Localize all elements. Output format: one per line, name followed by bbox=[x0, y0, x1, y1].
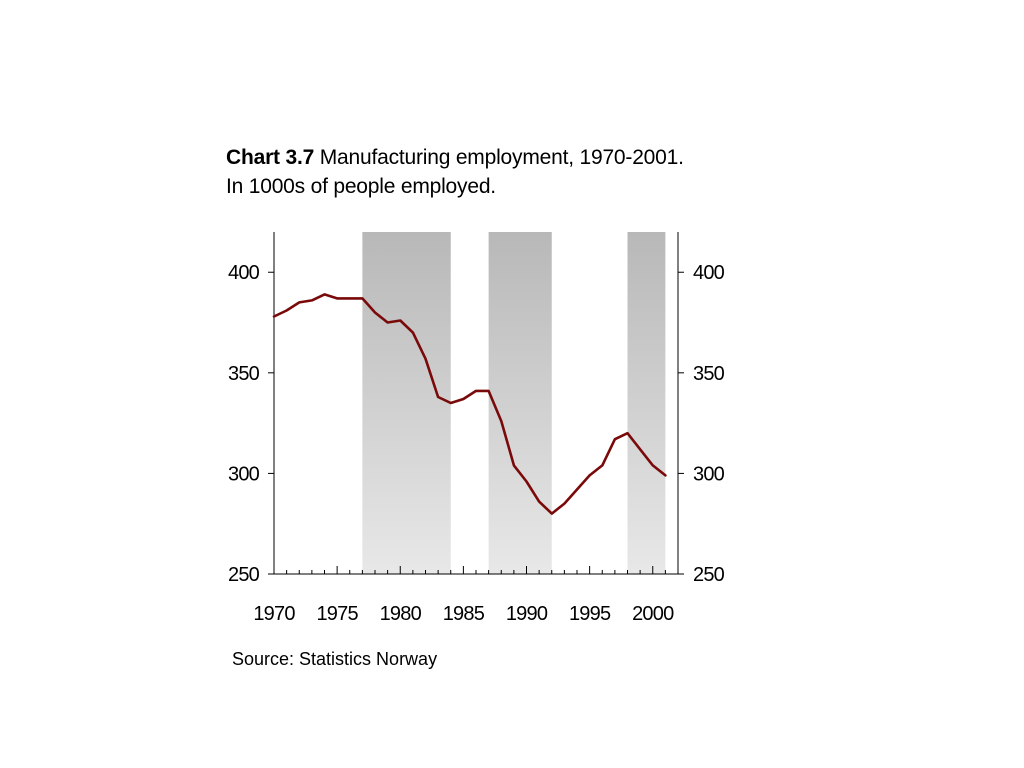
shaded-period-3 bbox=[627, 232, 666, 574]
y-tick-label-left: 350 bbox=[228, 363, 260, 385]
y-tick-label-right: 300 bbox=[693, 463, 725, 485]
y-tick-label-left: 300 bbox=[228, 463, 260, 485]
y-tick-label-right: 250 bbox=[693, 564, 725, 586]
y-tick-label-right: 350 bbox=[693, 363, 725, 385]
x-tick-label: 1975 bbox=[316, 603, 358, 625]
shaded-period-1 bbox=[362, 232, 451, 574]
chart-subtitle: In 1000s of people employed. bbox=[226, 175, 496, 198]
y-tick-label-left: 250 bbox=[228, 564, 260, 586]
chart-title: Chart 3.7 Manufacturing employment, 1970… bbox=[226, 143, 684, 172]
shaded-period-2 bbox=[488, 232, 552, 574]
x-tick-label: 2000 bbox=[632, 603, 674, 625]
x-tick-label: 1970 bbox=[253, 603, 295, 625]
source-note: Source: Statistics Norway bbox=[232, 649, 438, 669]
series-line-1 bbox=[272, 293, 667, 515]
x-tick-label: 1990 bbox=[506, 603, 548, 625]
y-tick-label-left: 400 bbox=[228, 262, 260, 284]
x-tick-label: 1980 bbox=[380, 603, 422, 625]
y-tick-label-right: 400 bbox=[693, 262, 725, 284]
chart-title-text: Manufacturing employment, 1970-2001. bbox=[319, 146, 684, 169]
x-tick-label: 1995 bbox=[569, 603, 611, 625]
x-tick-label: 1985 bbox=[443, 603, 485, 625]
chart-number: Chart 3.7 bbox=[226, 146, 315, 169]
chart-title-block: Chart 3.7 Manufacturing employment, 1970… bbox=[226, 143, 684, 201]
